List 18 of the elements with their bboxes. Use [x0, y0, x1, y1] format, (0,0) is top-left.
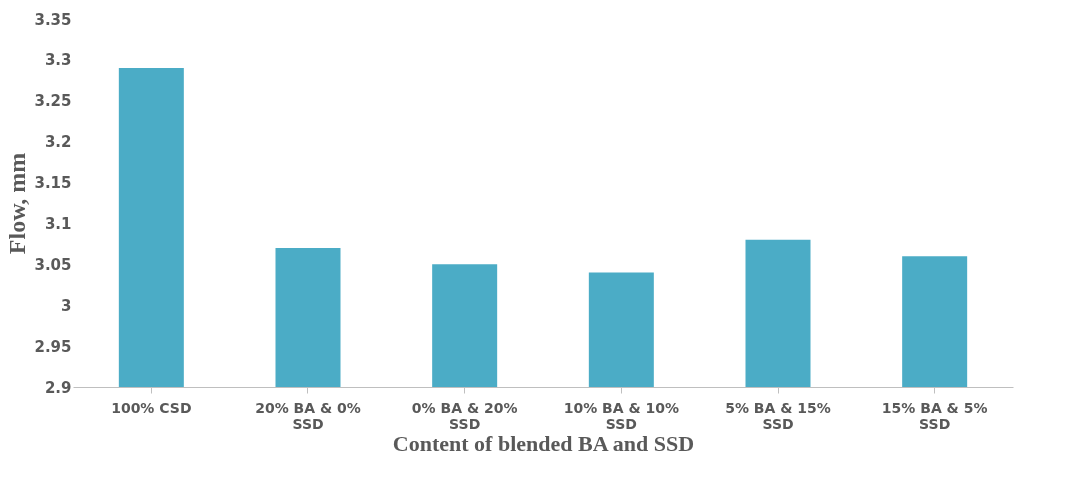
- x-tick-label: 15% BA & 5% SSD: [881, 399, 988, 432]
- y-tick-label: 3.05: [34, 255, 72, 274]
- x-tick-label: 0% BA & 20% SSD: [411, 399, 518, 432]
- x-tick-label: 20% BA & 0% SSD: [255, 399, 361, 432]
- x-tick-label: 10% BA & 10% SSD: [563, 399, 680, 432]
- x-tick-label: 100% CSD: [111, 399, 192, 416]
- y-tick-label: 3.3: [44, 51, 72, 70]
- y-tick-label: 2.9: [44, 378, 72, 397]
- y-tick-label: 3.35: [34, 10, 72, 29]
- x-axis-title: Content of blended BA and SSD: [392, 430, 695, 456]
- y-tick-label: 2.95: [34, 337, 72, 356]
- y-tick-label: 3: [61, 296, 72, 315]
- y-tick-label: 3.15: [34, 174, 72, 193]
- y-axis-title: Flow, mm: [4, 152, 31, 255]
- y-tick-label: 3.25: [34, 92, 72, 111]
- y-tick-label: 3.2: [44, 133, 72, 152]
- x-tick-label: 5% BA & 15% SSD: [725, 399, 831, 432]
- y-tick-label: 3.1: [44, 214, 72, 233]
